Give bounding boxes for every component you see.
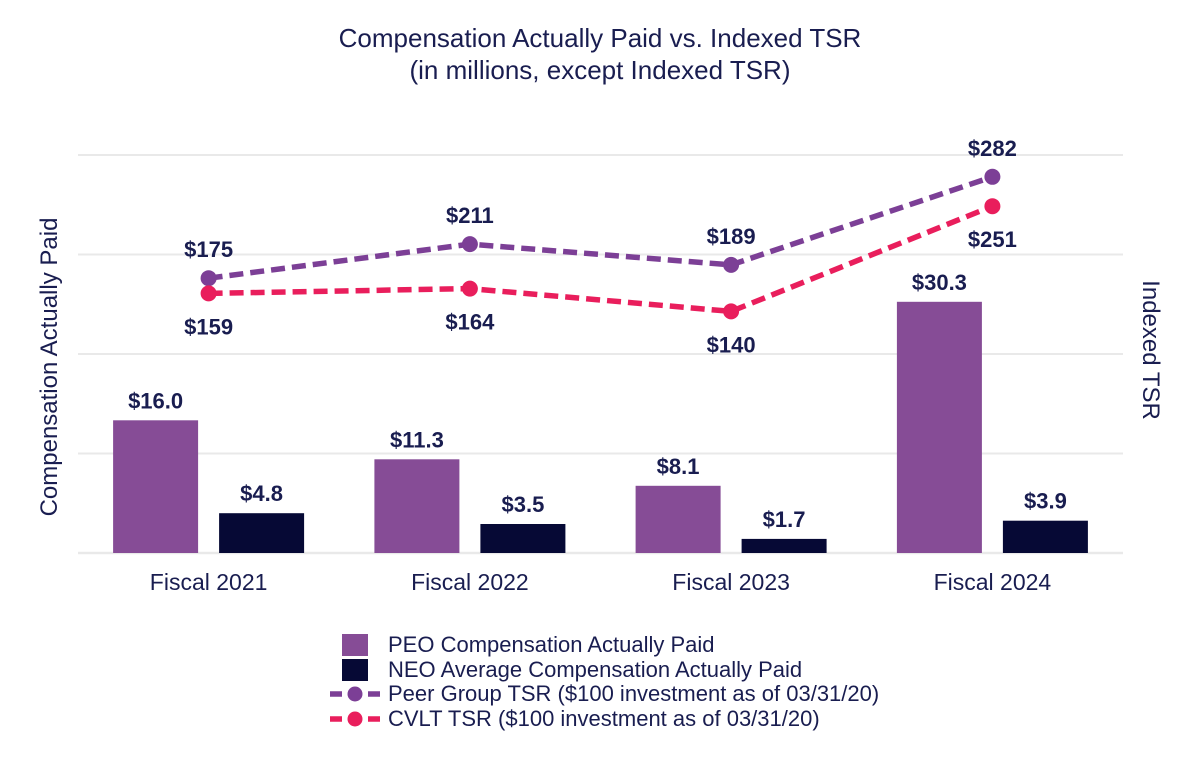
line-value-label-cvlt_tsr-fiscal-2024: $251 <box>968 227 1017 252</box>
legend-square-icon-peo <box>342 634 368 657</box>
bar-peo-fiscal-2024 <box>896 301 982 553</box>
legend-label-peo: PEO Compensation Actually Paid <box>388 632 715 658</box>
bar-neo-fiscal-2023 <box>741 538 827 553</box>
legend-item-peo: PEO Compensation Actually Paid <box>330 632 879 658</box>
bar-value-label-peo-fiscal-2023: $8.1 <box>657 454 700 479</box>
legend-swatch-neo <box>330 658 380 681</box>
legend-swatch-peer_tsr <box>330 685 380 703</box>
bar-peo-fiscal-2023 <box>635 485 721 553</box>
legend-item-cvlt_tsr: CVLT TSR ($100 investment as of 03/31/20… <box>330 705 879 732</box>
bar-neo-fiscal-2022 <box>480 524 566 553</box>
tsr-line-cvlt_tsr <box>208 203 994 315</box>
bar-peo-fiscal-2022 <box>374 459 460 553</box>
legend-item-peer_tsr: Peer Group TSR ($100 investment as of 03… <box>330 681 880 707</box>
legend-dashed-line-icon-cvlt_tsr <box>330 711 380 727</box>
line-marker-cvlt_tsr-fiscal-2024 <box>984 198 1001 215</box>
line-value-label-cvlt_tsr-fiscal-2021: $159 <box>184 314 233 339</box>
x-axis-label-fiscal-2023: Fiscal 2023 <box>672 569 790 595</box>
line-marker-peer_tsr-fiscal-2021 <box>200 270 217 287</box>
line-marker-cvlt_tsr-fiscal-2021 <box>200 285 217 302</box>
x-axis-label-fiscal-2024: Fiscal 2024 <box>934 569 1052 595</box>
bar-value-label-neo-fiscal-2022: $3.5 <box>501 492 544 517</box>
tsr-line-peer_tsr <box>208 174 994 281</box>
bar-peo-fiscal-2021 <box>113 420 199 553</box>
x-axis-label-fiscal-2022: Fiscal 2022 <box>411 569 529 595</box>
legend-swatch-cvlt_tsr <box>330 710 380 728</box>
line-marker-cvlt_tsr-fiscal-2023 <box>723 303 740 320</box>
line-value-label-peer_tsr-fiscal-2022: $211 <box>446 203 494 228</box>
line-marker-peer_tsr-fiscal-2024 <box>984 168 1001 185</box>
chart-title-block: Compensation Actually Paid vs. Indexed T… <box>0 22 1200 86</box>
line-value-label-cvlt_tsr-fiscal-2023: $140 <box>707 332 756 357</box>
bar-value-label-neo-fiscal-2021: $4.8 <box>240 481 283 506</box>
line-value-label-cvlt_tsr-fiscal-2022: $164 <box>445 310 495 335</box>
line-value-label-peer_tsr-fiscal-2024: $282 <box>968 136 1017 161</box>
line-value-label-peer_tsr-fiscal-2021: $175 <box>184 237 233 262</box>
bar-value-label-peo-fiscal-2021: $16.0 <box>128 388 183 413</box>
legend-label-neo: NEO Average Compensation Actually Paid <box>388 656 803 682</box>
x-axis-label-fiscal-2021: Fiscal 2021 <box>150 569 268 595</box>
line-marker-peer_tsr-fiscal-2022 <box>461 236 478 253</box>
chart-title: Compensation Actually Paid vs. Indexed T… <box>338 23 862 53</box>
legend: PEO Compensation Actually Paid NEO Averag… <box>330 632 880 732</box>
legend-label-peer_tsr: Peer Group TSR ($100 investment as of 03… <box>388 681 880 707</box>
legend-item-neo: NEO Average Compensation Actually Paid <box>330 656 879 683</box>
legend-dashed-line-icon-peer_tsr <box>330 686 380 702</box>
line-marker-peer_tsr-fiscal-2023 <box>723 256 740 273</box>
chart-subtitle: (in millions, except Indexed TSR) <box>409 55 791 85</box>
bar-value-label-neo-fiscal-2023: $1.7 <box>763 507 806 532</box>
bar-value-label-neo-fiscal-2024: $3.9 <box>1024 489 1067 514</box>
bar-value-label-peo-fiscal-2022: $11.3 <box>390 427 444 452</box>
line-marker-cvlt_tsr-fiscal-2022 <box>461 280 478 297</box>
legend-label-cvlt_tsr: CVLT TSR ($100 investment as of 03/31/20… <box>388 705 820 731</box>
legend-square-icon-neo <box>342 658 368 681</box>
bar-neo-fiscal-2021 <box>219 513 305 553</box>
legend-swatch-peo <box>330 634 380 657</box>
line-value-label-peer_tsr-fiscal-2023: $189 <box>707 224 756 249</box>
bar-neo-fiscal-2024 <box>1002 520 1088 553</box>
bar-value-label-peo-fiscal-2024: $30.3 <box>912 270 967 295</box>
